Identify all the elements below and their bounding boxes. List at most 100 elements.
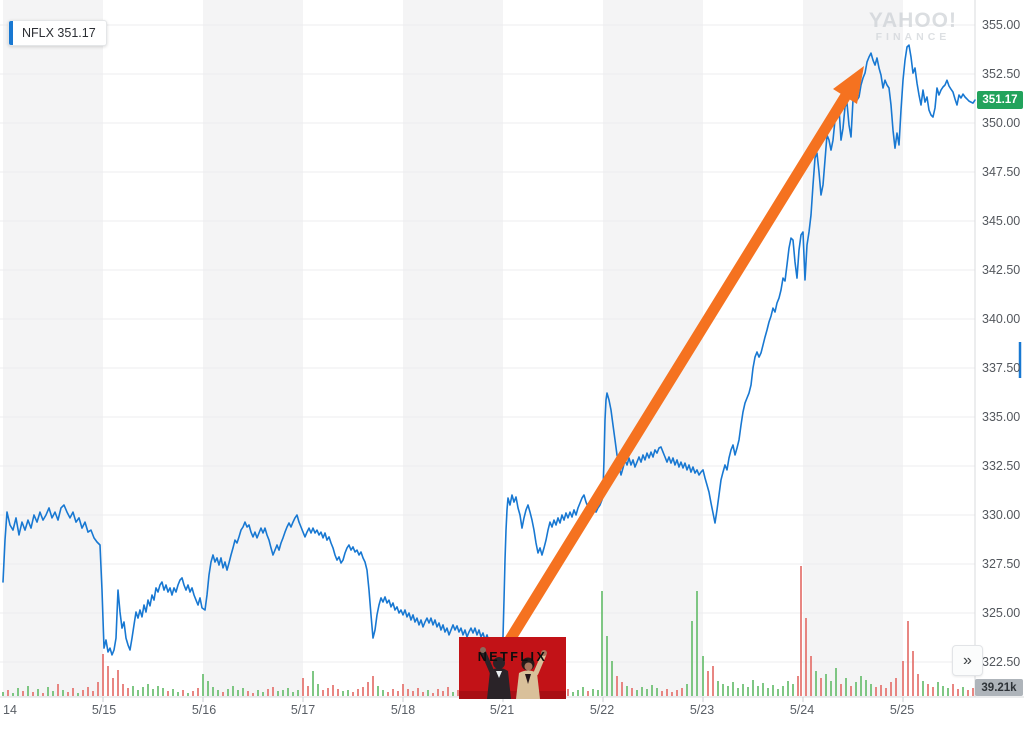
session-band (403, 0, 503, 697)
symbol-price-pill[interactable]: NFLX 351.17 (8, 20, 107, 46)
volume-bar (122, 684, 124, 696)
volume-bar (312, 671, 314, 696)
volume-bar (357, 689, 359, 696)
pill-accent-bar (9, 21, 13, 45)
volume-bar (737, 688, 739, 696)
volume-bar (702, 656, 704, 696)
volume-bar (661, 691, 663, 696)
volume-bar (747, 687, 749, 696)
volume-bar (112, 678, 114, 696)
volume-bar (452, 692, 454, 696)
volume-bar (232, 686, 234, 696)
volume-bar (12, 693, 14, 696)
volume-bar (377, 686, 379, 696)
volume-bar (42, 693, 44, 696)
volume-bar (582, 687, 584, 696)
price-axis-label: 337.50 (982, 361, 1021, 376)
volume-bar (777, 689, 779, 696)
volume-bar (407, 689, 409, 696)
volume-bar (865, 680, 867, 696)
volume-bar (367, 682, 369, 696)
volume-bar (222, 692, 224, 696)
volume-bar (722, 684, 724, 696)
volume-bar (815, 671, 817, 696)
volume-bar (437, 689, 439, 696)
volume-bar (262, 692, 264, 696)
date-axis-label: 5/16 (191, 703, 217, 717)
price-axis-label: 340.00 (982, 312, 1021, 327)
volume-bar (895, 678, 897, 696)
volume-bar (850, 686, 852, 696)
volume-bar (927, 684, 929, 696)
date-axis-label: 5/21 (489, 703, 515, 717)
volume-bar (840, 684, 842, 696)
volume-bar (952, 684, 954, 696)
volume-bar (922, 681, 924, 696)
price-axis-label: 347.50 (982, 165, 1021, 180)
last-price-badge: 351.17 (977, 91, 1023, 110)
volume-bar (601, 591, 603, 696)
volume-bar (727, 686, 729, 696)
date-axis-label: 5/24 (789, 703, 815, 717)
volume-bar (282, 690, 284, 696)
volume-bar (447, 687, 449, 696)
price-axis-label: 350.00 (982, 116, 1021, 131)
volume-bar (292, 692, 294, 696)
volume-bar (676, 690, 678, 696)
volume-bar (641, 687, 643, 696)
volume-bar (792, 684, 794, 696)
price-axis-label: 325.00 (982, 605, 1021, 620)
volume-bar (577, 690, 579, 696)
volume-bar (187, 693, 189, 696)
expand-chart-button[interactable]: » (952, 645, 983, 676)
price-line (2, 44, 976, 656)
volume-bar (162, 688, 164, 696)
volume-bar (7, 690, 9, 696)
volume-bar (880, 685, 882, 696)
volume-bar (242, 688, 244, 696)
price-axis-label: 355.00 (982, 18, 1021, 33)
volume-bar (372, 676, 374, 696)
volume-bar (267, 689, 269, 696)
volume-bar (797, 676, 799, 696)
volume-bar (82, 690, 84, 696)
chevron-double-right-icon: » (963, 651, 972, 669)
price-axis-label: 342.50 (982, 263, 1021, 278)
volume-bar (611, 661, 613, 696)
volume-bar (277, 691, 279, 696)
volume-bar (626, 686, 628, 696)
symbol-price-label: NFLX 351.17 (22, 26, 96, 40)
date-axis-label: 5/23 (689, 703, 715, 717)
volume-bar (397, 691, 399, 696)
volume-bar (732, 682, 734, 696)
volume-bar (102, 654, 104, 696)
volume-bar (427, 690, 429, 696)
volume-bar (805, 618, 807, 696)
volume-bar (830, 681, 832, 696)
volume-bar (72, 688, 74, 696)
session-band (3, 0, 103, 697)
date-axis-label: 14 (3, 703, 17, 717)
volume-bar (97, 682, 99, 696)
volume-bar (332, 685, 334, 696)
volume-bar (631, 688, 633, 696)
volume-bar (182, 690, 184, 696)
volume-bar (32, 692, 34, 696)
volume-bar (342, 691, 344, 696)
volume-bar (392, 689, 394, 696)
volume-bar (317, 684, 319, 696)
volume-bar (77, 693, 79, 696)
volume-bar (157, 686, 159, 696)
volume-bar (962, 687, 964, 696)
volume-bar (742, 684, 744, 696)
yahoo-finance-watermark: YAHOO! FINANCE (869, 9, 957, 43)
date-axis-label: 5/15 (91, 703, 117, 717)
volume-bar (52, 691, 54, 696)
volume-bar (686, 684, 688, 696)
volume-bar (606, 636, 608, 696)
volume-bar (917, 674, 919, 696)
volume-bar (717, 681, 719, 696)
price-axis-label: 327.50 (982, 556, 1021, 571)
